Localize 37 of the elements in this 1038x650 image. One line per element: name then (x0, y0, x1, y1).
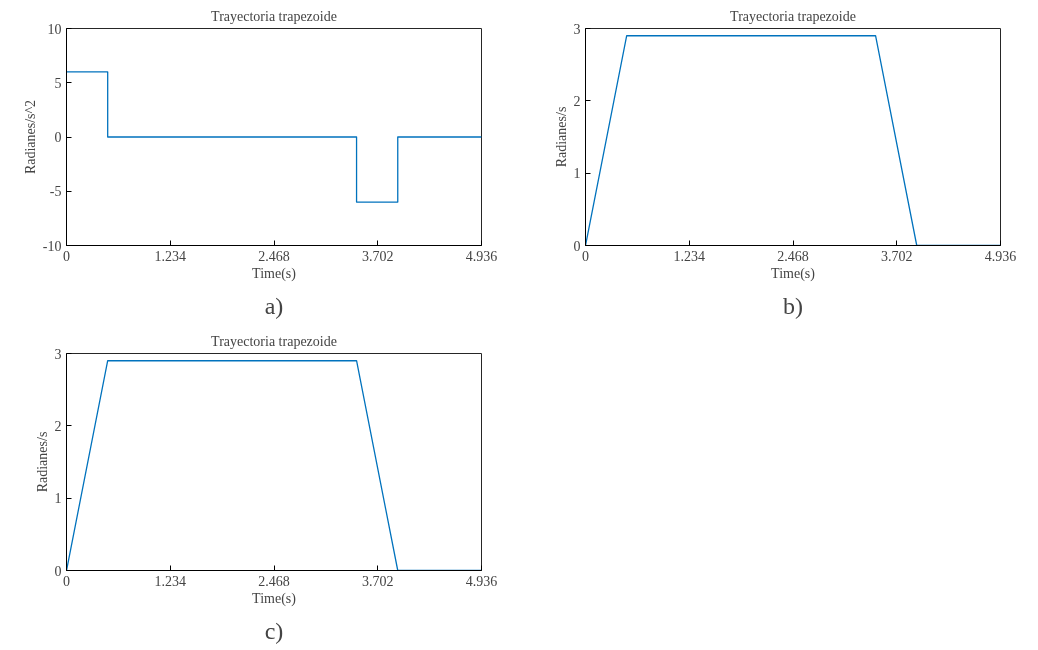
x-tick-label: 3.702 (362, 248, 394, 264)
y-tick-label: -5 (49, 184, 62, 200)
chart-title: Trayectoria trapezoide (211, 8, 337, 24)
chart-title: Trayectoria trapezoide (730, 8, 856, 24)
y-tick-label: 1 (54, 491, 62, 507)
x-tick-label: 1.234 (154, 573, 186, 589)
y-tick-label: 1 (573, 166, 581, 182)
chart-title: Trayectoria trapezoide (211, 333, 337, 349)
y-tick-label: 5 (54, 75, 62, 91)
y-tick-label: 0 (54, 563, 62, 579)
text: c) (264, 617, 284, 644)
y-tick-label: 3 (573, 21, 581, 37)
x-tick-label: 3.702 (362, 573, 394, 589)
x-tick-label: 2.468 (258, 573, 290, 589)
y-tick-label: -10 (42, 238, 62, 254)
text: b) (783, 292, 803, 319)
x-tick-label: 1.234 (154, 248, 186, 264)
x-axis-title: Time(s) (252, 590, 297, 607)
x-tick-label: 4.936 (465, 573, 498, 589)
y-tick-label: 10 (47, 21, 62, 37)
y-tick-label: 0 (54, 130, 62, 145)
y-axis-title: Radianes/s (553, 106, 569, 168)
y-tick-label: 2 (573, 93, 581, 109)
text: a) (264, 292, 284, 319)
y-tick-label: 2 (54, 418, 62, 434)
x-tick-label: 4.936 (984, 248, 1017, 264)
y-tick-label: 0 (573, 238, 581, 254)
y-tick-label: 3 (54, 346, 62, 362)
y-axis-title: Radianes/s (34, 431, 50, 493)
x-axis-title: Time(s) (771, 265, 816, 282)
x-tick-label: 1.234 (673, 248, 705, 264)
x-tick-label: 3.702 (881, 248, 913, 264)
x-axis-title: Time(s) (252, 265, 297, 282)
x-tick-label: 4.936 (465, 248, 498, 264)
x-tick-label: 2.468 (777, 248, 809, 264)
y-axis-title: Radianes/s^2 (22, 99, 38, 175)
x-tick-label: 2.468 (258, 248, 290, 264)
